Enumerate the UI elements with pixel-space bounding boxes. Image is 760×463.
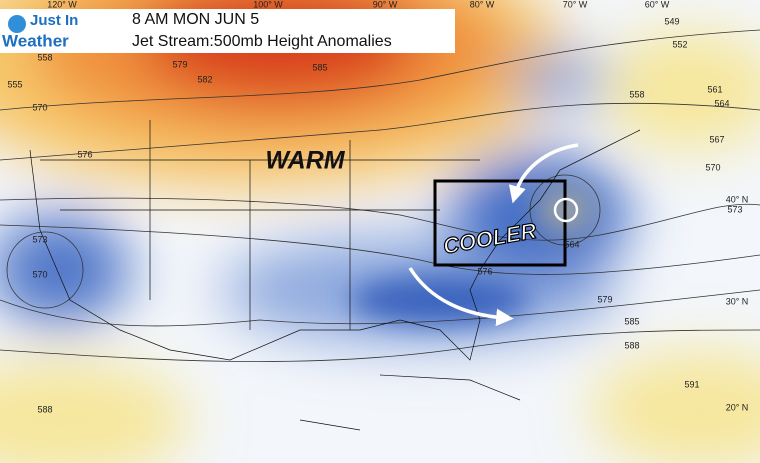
low-center: [553, 197, 579, 223]
longitude-label: 100° W: [253, 0, 283, 9]
contour-label: 558: [37, 52, 52, 62]
boundaries: [29, 120, 641, 431]
longitude-label: 120° W: [47, 0, 77, 9]
title: 8 AM MON JUN 5: [132, 11, 259, 28]
contour-label: 585: [312, 62, 327, 72]
header-box: [0, 9, 455, 53]
contour-label: 555: [7, 79, 22, 89]
contour-label: 579: [172, 59, 187, 69]
contour-label: 564: [714, 98, 729, 108]
longitude-label: 80° W: [470, 0, 495, 9]
contour-label: 558: [629, 89, 644, 99]
latitude-label: 20° N: [726, 402, 749, 412]
arrow: [408, 267, 514, 327]
contour-label: 552: [672, 39, 687, 49]
longitude-label: 70° W: [563, 0, 588, 9]
logo-text: Weather: [2, 31, 69, 50]
latitude-label: 30° N: [726, 296, 749, 306]
latitude-label: 40° N: [726, 194, 749, 204]
contour-label: 549: [664, 16, 679, 26]
warm-label: WARM: [265, 147, 345, 175]
longitude-label: 90° W: [373, 0, 398, 9]
contour-label: 570: [32, 102, 47, 112]
map-labels: 120° W 100° W 90° W 80° W 70° W 60° W 40° N 30°…: [7, 0, 748, 414]
contour-label: 567: [709, 134, 724, 144]
highlight-box: [433, 179, 567, 267]
logo-text: Just In: [30, 12, 78, 29]
logo-icon: [8, 15, 26, 33]
contour-label: 570: [705, 162, 720, 172]
contour-label: 588: [624, 340, 639, 350]
contour-label: 588: [37, 404, 52, 414]
contour-label: 582: [197, 74, 212, 84]
contour-label: 579: [597, 294, 612, 304]
longitude-label: 60° W: [645, 0, 670, 9]
contour-label: 570: [32, 269, 47, 279]
contour-label: 573: [727, 204, 742, 214]
contour-label: 591: [684, 379, 699, 389]
contour-label: 585: [624, 316, 639, 326]
contour-label: 573: [32, 234, 47, 244]
contour-label: 576: [477, 266, 492, 276]
contour-label: 576: [77, 149, 92, 159]
contour-label: 564: [564, 239, 579, 249]
contour-label: 561: [707, 84, 722, 94]
subtitle: Jet Stream:500mb Height Anomalies: [132, 33, 392, 50]
arrow: [508, 143, 579, 204]
